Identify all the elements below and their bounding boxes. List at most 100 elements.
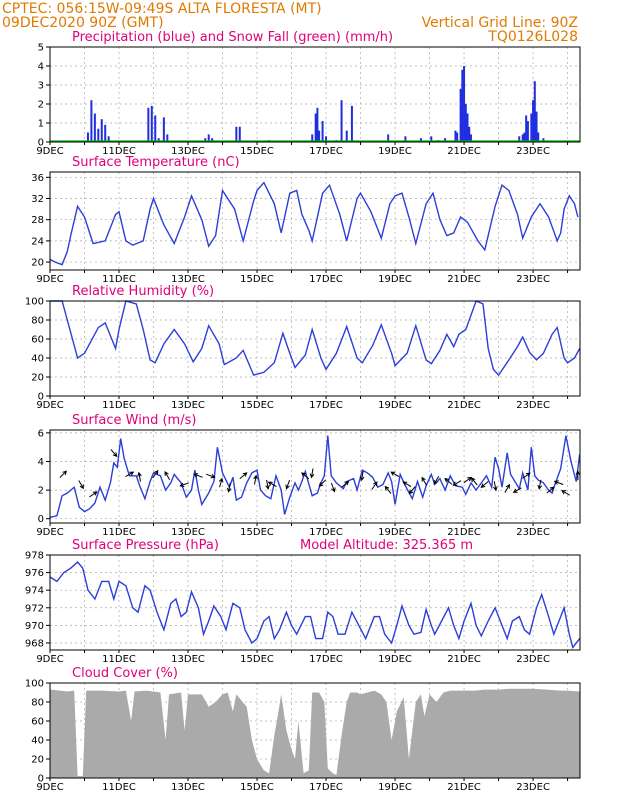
wind-arrow xyxy=(152,469,159,479)
y-tick-label: 2 xyxy=(38,100,44,111)
x-tick-label: 13DEC xyxy=(171,782,205,793)
y-tick-label: 40 xyxy=(31,354,44,365)
precip-bar xyxy=(525,115,528,142)
wind-arrow xyxy=(309,468,315,479)
y-tick-label: 100 xyxy=(25,297,44,308)
precip-bar xyxy=(211,138,214,142)
wind-arrow xyxy=(193,473,203,478)
y-tick-label: 0 xyxy=(38,392,44,403)
panel-cloud: 0 20 40 60 80 100 9DEC 11DEC 13DEC 15DEC 17DEC 19DE… xyxy=(25,666,581,793)
wind-arrow xyxy=(470,477,478,486)
header-grid-note: Vertical Grid Line: 90Z xyxy=(422,15,578,31)
y-tick-label: 974 xyxy=(25,586,44,597)
precip-bar xyxy=(321,121,324,142)
y-tick-label: 28 xyxy=(31,215,44,226)
panel-pressure: 968 970 972 974 976 978 9DEC 11DEC 13DEC 15DEC 17D… xyxy=(25,538,581,665)
y-tick-label: 970 xyxy=(25,621,44,632)
wind-arrow xyxy=(164,470,171,480)
precip-bar xyxy=(461,69,464,142)
wind-arrow xyxy=(239,472,248,480)
precip-bar xyxy=(526,121,529,142)
x-tick-label: 17DEC xyxy=(309,654,343,665)
x-tick-label: 15DEC xyxy=(240,146,274,157)
panel-frame xyxy=(49,554,581,651)
wind-arrow xyxy=(463,476,473,484)
x-tick-label: 15DEC xyxy=(240,782,274,793)
x-tick-label: 15DEC xyxy=(240,527,274,538)
precip-bar xyxy=(542,138,545,142)
wind-arrow xyxy=(384,485,392,494)
precip-bar xyxy=(345,130,348,142)
wind-arrow xyxy=(78,480,84,490)
panel-frame xyxy=(49,171,581,271)
wind-arrow xyxy=(522,472,531,479)
precip-bar xyxy=(340,100,343,142)
x-tick-label: 19DEC xyxy=(378,782,412,793)
x-tick-label: 11DEC xyxy=(102,527,136,538)
wind-arrow xyxy=(359,471,365,482)
panel-humidity: 0 20 40 60 80 100 9DEC 11DEC 13DEC 15DEC 17DEC 19DE… xyxy=(25,284,581,411)
precip-bar xyxy=(162,117,165,142)
precip-bar xyxy=(207,134,210,142)
precip-bar xyxy=(533,81,536,142)
x-tick-label: 19DEC xyxy=(378,527,412,538)
y-tick-label: 6 xyxy=(38,428,44,439)
wind-arrow xyxy=(330,482,336,493)
y-tick-label: 3 xyxy=(38,81,44,92)
x-tick-label: 17DEC xyxy=(309,527,343,538)
precip-bar xyxy=(466,113,469,142)
precip-bar xyxy=(518,136,521,142)
precip-bar xyxy=(325,136,328,142)
precip-bar xyxy=(316,107,319,142)
y-tick-label: 2 xyxy=(38,486,44,497)
wind-arrow xyxy=(265,479,270,490)
wind-arrow xyxy=(561,490,570,496)
x-tick-label: 21DEC xyxy=(447,782,481,793)
panel-frame xyxy=(49,300,581,397)
precip-bar xyxy=(523,132,526,142)
precip-bar xyxy=(530,113,533,142)
x-tick-label: 15DEC xyxy=(240,274,274,285)
precip-bar xyxy=(350,105,353,142)
precip-bar xyxy=(86,132,89,142)
wind-arrow xyxy=(433,475,440,485)
y-tick-label: 60 xyxy=(31,717,44,728)
x-tick-label: 9DEC xyxy=(36,146,63,157)
precip-bar xyxy=(537,132,540,142)
x-tick-label: 19DEC xyxy=(378,400,412,411)
panel-title: Cloud Cover (%) xyxy=(72,666,178,681)
x-tick-label: 11DEC xyxy=(102,146,136,157)
y-tick-label: 100 xyxy=(25,679,44,690)
panel-title: Surface Wind (m/s) xyxy=(72,413,196,428)
y-tick-label: 972 xyxy=(25,603,44,614)
y-tick-label: 24 xyxy=(31,236,44,247)
x-tick-label: 11DEC xyxy=(102,654,136,665)
header-model: TQ0126L028 xyxy=(487,29,578,45)
temperature-line xyxy=(49,181,579,266)
panel-title: Surface Pressure (hPa) xyxy=(72,538,219,553)
precip-bar xyxy=(459,88,462,142)
x-tick-label: 23DEC xyxy=(516,146,550,157)
wind-arrow xyxy=(504,483,510,493)
precip-bar xyxy=(419,138,422,142)
precip-bar xyxy=(107,136,110,142)
y-tick-label: 32 xyxy=(31,194,44,205)
wind-arrow xyxy=(402,481,412,488)
wind-arrow xyxy=(226,482,232,493)
panel-frame xyxy=(49,46,581,143)
wind-arrow xyxy=(267,481,277,488)
wind-arrow xyxy=(421,476,428,486)
wind-arrow xyxy=(371,481,378,490)
panel-precip: 0 1 2 3 4 5 9DEC 11DEC 13DEC 15DEC 17DEC 19DEC 21DEC… xyxy=(36,30,581,157)
wind-arrow xyxy=(318,479,327,487)
x-tick-label: 13DEC xyxy=(171,146,205,157)
precip-bar xyxy=(454,130,457,142)
x-tick-label: 21DEC xyxy=(447,527,481,538)
panel-wind: 0 2 4 6 9DEC 11DEC 13DEC 15DEC 17DEC 19DEC 21DEC 23… xyxy=(36,413,581,538)
x-tick-label: 13DEC xyxy=(171,274,205,285)
y-tick-label: 20 xyxy=(31,755,44,766)
x-tick-label: 17DEC xyxy=(309,782,343,793)
precip-bar xyxy=(314,113,317,142)
precip-bar xyxy=(535,111,538,142)
wind-arrow xyxy=(546,486,555,494)
